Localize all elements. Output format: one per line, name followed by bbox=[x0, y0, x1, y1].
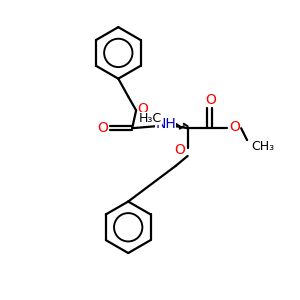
Text: NH: NH bbox=[155, 117, 176, 131]
Text: O: O bbox=[229, 120, 240, 134]
Text: H₃C: H₃C bbox=[138, 112, 162, 125]
Text: O: O bbox=[138, 102, 148, 116]
Text: CH₃: CH₃ bbox=[251, 140, 274, 152]
Text: O: O bbox=[205, 94, 216, 107]
Text: O: O bbox=[97, 121, 108, 135]
Text: O: O bbox=[174, 143, 185, 157]
